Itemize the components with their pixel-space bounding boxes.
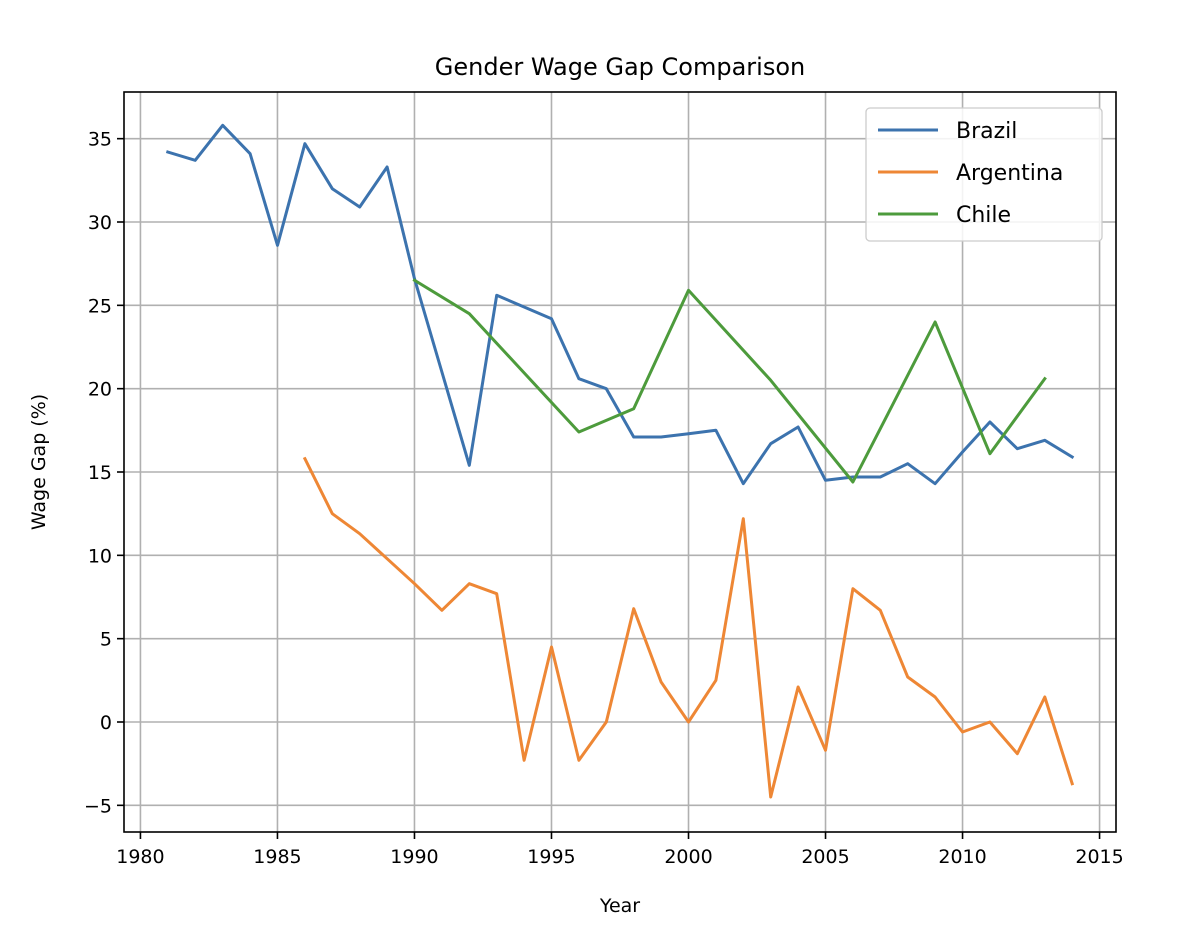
legend-label-chile: Chile — [956, 203, 1011, 228]
legend-label-argentina: Argentina — [956, 161, 1063, 186]
y-tick-label: 20 — [88, 379, 112, 401]
x-tick-label: 2010 — [938, 846, 986, 868]
series-line-brazil — [165, 123, 1075, 486]
y-tick-label: 30 — [88, 212, 112, 234]
x-tick-label: 2000 — [664, 846, 712, 868]
legend: Brazil Argentina Chile — [865, 107, 1103, 242]
legend-label-brazil: Brazil — [956, 119, 1017, 144]
y-axis-label: Wage Gap (%) — [28, 394, 50, 530]
x-tick-label: 2015 — [1075, 846, 1123, 868]
plot-frame — [123, 91, 1117, 833]
axis-ticks: 1980 1985 1990 1995 2000 2005 2010 2015 −5 0 5 10 15… — [84, 129, 1124, 868]
series-lines — [165, 123, 1075, 799]
y-tick-label: 15 — [88, 462, 112, 484]
y-tick-label: −5 — [84, 795, 112, 817]
x-tick-label: 1985 — [253, 846, 301, 868]
y-tick-label: 25 — [88, 295, 112, 317]
y-tick-label: 35 — [88, 129, 112, 151]
series-line-argentina — [302, 456, 1075, 799]
series-line-chile — [412, 278, 1047, 484]
x-tick-label: 1995 — [527, 846, 575, 868]
y-tick-label: 5 — [100, 629, 112, 651]
y-tick-label: 10 — [88, 545, 112, 567]
x-tick-label: 2005 — [801, 846, 849, 868]
chart-title: Gender Wage Gap Comparison — [435, 53, 805, 81]
x-tick-label: 1990 — [390, 846, 438, 868]
x-tick-label: 1980 — [116, 846, 164, 868]
y-tick-label: 0 — [100, 712, 112, 734]
x-axis-label: Year — [599, 895, 640, 917]
legend-box — [865, 107, 1103, 242]
